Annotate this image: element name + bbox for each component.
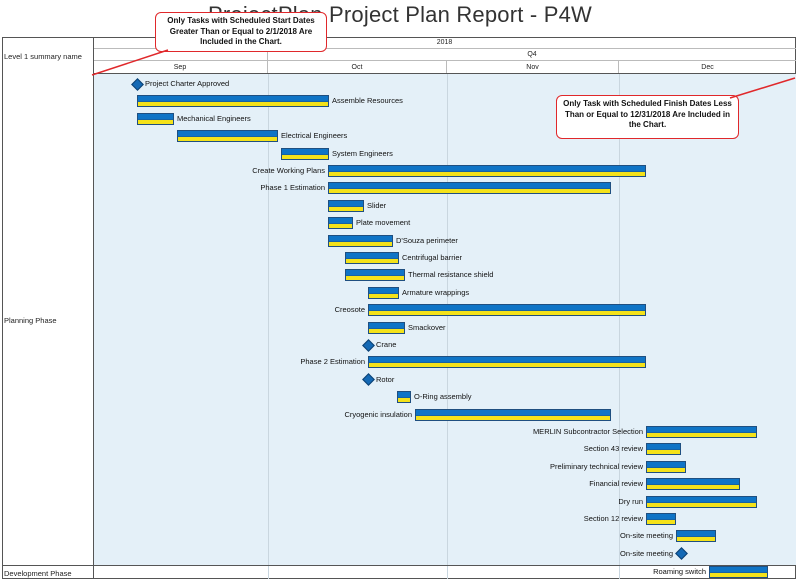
task-label: Roaming switch [653,567,706,576]
task-bar[interactable] [676,530,716,543]
month-sep: Sep [93,61,268,73]
task-label: Electrical Engineers [281,131,348,141]
task-bar[interactable] [328,234,393,247]
task-bar[interactable] [646,478,740,491]
task-bar[interactable] [368,304,646,317]
task-label: Rotor [376,374,395,384]
task-label: D'Souza perimeter [396,235,458,245]
phase-separator [2,565,796,566]
task-bar[interactable] [281,147,329,160]
task-bar[interactable] [345,252,399,264]
task-label: Create Working Plans [252,166,325,175]
task-label: Section 43 review [583,444,643,454]
task-label: Centrifugal barrier [402,253,463,262]
task-label: On-site meeting [620,548,673,558]
task-label: O-Ring assembly [414,392,472,402]
task-label: Preliminary technical review [550,461,643,471]
start-date-callout: Only Tasks with Scheduled Start Dates Gr… [155,12,327,52]
month-row: Sep Oct Nov Dec [93,61,796,74]
phase-label-planning: Planning Phase [4,316,57,325]
task-bar[interactable] [709,566,768,578]
task-bar[interactable] [328,217,353,230]
task-bar[interactable] [368,286,399,299]
report-title: ProjectPlan Project Plan Report - P4W [208,2,592,27]
task-label: On-site meeting [620,531,673,541]
task-bar[interactable] [646,426,757,438]
month-oct: Oct [268,61,447,73]
task-bar[interactable] [368,356,646,369]
gridline-nov [447,74,448,579]
task-label: Dry run [618,496,643,506]
task-label: Plate movement [356,218,411,228]
task-label: Financial review [589,479,643,489]
task-label: Smackover [408,322,446,332]
year-cell: 2018 [436,39,453,46]
task-label: Phase 2 Estimation [300,357,365,367]
task-bar[interactable] [415,408,611,421]
quarter-cell: Q4 [527,51,537,58]
task-label: MERLIN Subcontractor Selection [532,427,643,436]
task-bar[interactable] [137,95,329,108]
task-label: System Engineers [332,148,393,158]
task-bar[interactable] [137,112,174,125]
task-bar[interactable] [646,443,681,456]
quarter-row: Q4 [93,49,796,61]
task-bar[interactable] [177,130,278,143]
task-bar[interactable] [646,495,757,508]
task-bar[interactable] [646,513,676,525]
month-nov: Nov [447,61,619,73]
month-dec: Dec [701,63,714,71]
task-label: Project Charter Approved [145,79,230,88]
task-label: Phase 1 Estimation [260,183,325,193]
task-bar[interactable] [328,182,611,195]
task-label: Cryogenic insulation [344,409,412,419]
task-bar[interactable] [397,391,411,404]
task-label: Section 12 review [583,514,643,523]
task-label: Crane [376,340,397,349]
gridline-oct [268,74,269,579]
left-column-divider [93,37,94,579]
task-bar[interactable] [345,269,405,282]
quarter-cell-empty [93,49,268,60]
task-label: Slider [367,200,387,210]
task-label: Thermal resistance shield [408,270,494,280]
year-row: 2018 [93,37,796,49]
gridline-dec [619,74,620,579]
phase-label-development: Development Phase [4,569,72,578]
task-label: Armature wrappings [402,287,470,297]
chart-body [93,74,796,565]
finish-date-callout: Only Task with Scheduled Finish Dates Le… [556,95,739,139]
summary-column-header: Level 1 summary name [4,52,82,61]
task-bar[interactable] [646,460,686,473]
task-bar[interactable] [328,199,364,212]
task-label: Assemble Resources [332,96,403,106]
task-label: Creosote [334,305,365,315]
task-bar[interactable] [328,165,646,177]
task-bar[interactable] [368,321,405,334]
task-label: Mechanical Engineers [177,113,251,123]
